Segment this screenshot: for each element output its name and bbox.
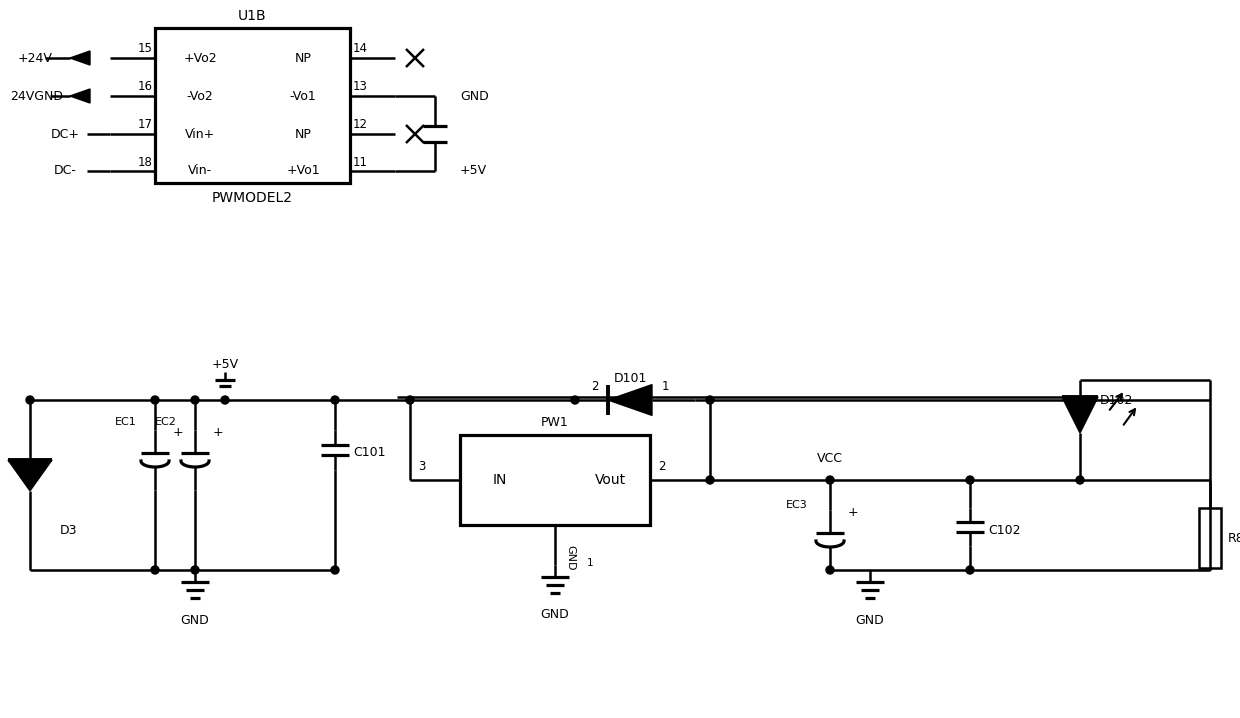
Text: NP: NP: [295, 128, 311, 141]
Circle shape: [26, 396, 33, 404]
Text: GND: GND: [856, 613, 884, 627]
Circle shape: [331, 566, 339, 574]
Text: DC-: DC-: [53, 164, 77, 177]
Circle shape: [331, 396, 339, 404]
Text: 15: 15: [138, 42, 153, 55]
Text: 2: 2: [591, 380, 599, 393]
Polygon shape: [7, 460, 52, 491]
Text: IN: IN: [492, 473, 507, 487]
Text: EC3: EC3: [786, 500, 808, 510]
Text: +: +: [213, 426, 223, 439]
Text: D101: D101: [614, 371, 647, 385]
Circle shape: [706, 476, 714, 484]
Text: GND: GND: [565, 545, 575, 571]
Text: GND: GND: [460, 90, 489, 103]
Polygon shape: [69, 89, 91, 103]
Circle shape: [966, 476, 973, 484]
Text: -Vo1: -Vo1: [290, 90, 316, 103]
Text: 18: 18: [138, 156, 153, 169]
Text: 13: 13: [352, 80, 367, 93]
Text: 11: 11: [352, 156, 367, 169]
Text: +: +: [848, 506, 858, 520]
Circle shape: [151, 566, 159, 574]
Text: Vin-: Vin-: [188, 164, 212, 177]
Circle shape: [1076, 476, 1084, 484]
Text: +5V: +5V: [212, 358, 238, 371]
Text: NP: NP: [295, 52, 311, 65]
Text: PW1: PW1: [541, 416, 569, 429]
Text: C101: C101: [353, 445, 386, 459]
Text: 24VGND: 24VGND: [10, 90, 63, 103]
Text: 2: 2: [658, 460, 666, 472]
Text: D102: D102: [1100, 393, 1133, 406]
Text: +Vo1: +Vo1: [286, 164, 320, 177]
Text: Vin+: Vin+: [185, 128, 215, 141]
Text: U1B: U1B: [238, 9, 267, 23]
Text: -Vo2: -Vo2: [187, 90, 213, 103]
Text: EC2: EC2: [155, 417, 177, 427]
Text: EC1: EC1: [115, 417, 136, 427]
Polygon shape: [69, 51, 91, 65]
Text: VCC: VCC: [817, 452, 843, 465]
Circle shape: [826, 566, 835, 574]
Bar: [460, 435, 650, 525]
Bar: [155, 28, 350, 183]
Text: PWMODEL2: PWMODEL2: [212, 191, 293, 205]
Polygon shape: [608, 385, 652, 416]
Circle shape: [191, 566, 198, 574]
Text: 1: 1: [587, 558, 594, 568]
Text: GND: GND: [541, 608, 569, 622]
Text: +24V: +24V: [17, 52, 52, 65]
Text: 12: 12: [352, 118, 367, 131]
Text: R8: R8: [1228, 531, 1240, 544]
Text: +Vo2: +Vo2: [184, 52, 217, 65]
Circle shape: [826, 476, 835, 484]
Text: 17: 17: [138, 118, 153, 131]
Circle shape: [570, 396, 579, 404]
Text: +: +: [174, 426, 184, 439]
Circle shape: [221, 396, 229, 404]
Text: Vout: Vout: [594, 473, 625, 487]
Text: DC+: DC+: [51, 128, 79, 141]
Circle shape: [706, 396, 714, 404]
Text: 16: 16: [138, 80, 153, 93]
Bar: [1199, 508, 1221, 568]
Text: C102: C102: [988, 523, 1021, 536]
Text: 3: 3: [418, 460, 425, 472]
Text: D3: D3: [60, 523, 77, 536]
Polygon shape: [1061, 397, 1097, 433]
Text: +5V: +5V: [460, 164, 487, 177]
Circle shape: [405, 396, 414, 404]
Text: GND: GND: [181, 613, 210, 627]
Text: 14: 14: [352, 42, 367, 55]
Circle shape: [191, 396, 198, 404]
Text: 1: 1: [661, 380, 668, 393]
Circle shape: [151, 396, 159, 404]
Circle shape: [966, 566, 973, 574]
